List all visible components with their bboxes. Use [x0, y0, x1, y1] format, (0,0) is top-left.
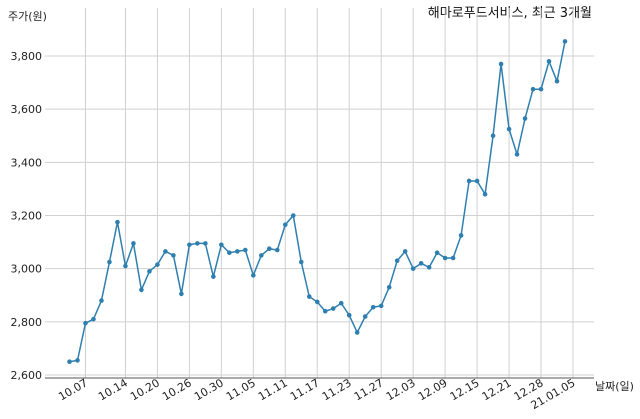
x-tick-label: 12.03 [384, 376, 418, 403]
data-point [546, 59, 552, 64]
data-point [554, 78, 560, 84]
data-point [203, 241, 208, 246]
data-point [290, 213, 296, 218]
data-point [306, 294, 312, 299]
data-point [171, 253, 176, 258]
data-point [362, 314, 368, 319]
data-point [195, 241, 200, 246]
data-point [91, 316, 96, 322]
data-point [227, 250, 232, 256]
y-tick-label: 2,600 [11, 369, 43, 382]
data-point [458, 233, 464, 238]
data-point [179, 291, 184, 297]
y-tick-label: 3,200 [11, 210, 43, 223]
data-point [538, 86, 544, 92]
data-point [466, 178, 472, 184]
data-point [354, 330, 360, 335]
data-point [83, 320, 88, 326]
data-point [155, 262, 160, 267]
data-point [107, 259, 112, 265]
data-point [235, 249, 240, 254]
data-point [243, 247, 248, 253]
x-tick-label: 11.27 [352, 376, 386, 403]
data-point [386, 284, 392, 290]
x-tick-label: 12.21 [480, 376, 514, 403]
x-tick-label: 10.07 [56, 376, 90, 403]
x-tick-label: 10.14 [96, 376, 130, 403]
data-point [490, 133, 496, 139]
data-point [115, 219, 120, 225]
x-tick-label: 10.26 [160, 376, 194, 403]
x-gridlines [84, 8, 574, 378]
y-gridlines [45, 55, 594, 376]
data-point [314, 299, 320, 305]
data-point [530, 86, 536, 92]
data-point [514, 152, 520, 157]
data-point [402, 249, 408, 254]
data-point [274, 247, 280, 253]
data-point [187, 242, 192, 248]
data-point [211, 274, 216, 279]
x-tick-label: 10.20 [128, 376, 162, 403]
data-point [522, 116, 528, 121]
x-tick-label: 10.30 [192, 376, 226, 403]
data-point [338, 300, 344, 306]
x-tick-label: 12.09 [416, 376, 450, 403]
data-point [75, 358, 80, 363]
data-point [266, 246, 272, 252]
x-tick-labels: 10.07 10.1410.2010.2610.3011.0511.1111.17… [56, 376, 577, 412]
x-tick-label: 11.23 [320, 376, 354, 403]
data-point [474, 178, 480, 184]
data-point [330, 306, 336, 311]
price-points [67, 39, 568, 365]
y-tick-label: 3,600 [11, 103, 43, 116]
data-point [131, 241, 136, 246]
data-point [506, 126, 512, 132]
data-point [434, 250, 440, 256]
y-tick-label: 2,800 [11, 316, 43, 329]
data-point [99, 298, 104, 303]
data-point [418, 261, 424, 266]
data-point [378, 303, 384, 309]
data-point [219, 242, 224, 248]
x-tick-label: 11.17 [288, 376, 322, 403]
y-tick-label: 3,800 [11, 50, 43, 63]
data-point [67, 359, 72, 365]
data-point [442, 255, 448, 261]
data-point [139, 287, 144, 293]
data-point [450, 255, 456, 261]
data-point [147, 269, 152, 274]
data-point [410, 266, 416, 271]
x-tick-label: 11.11 [256, 376, 290, 403]
data-point [562, 39, 568, 44]
data-point [426, 265, 432, 270]
data-point [322, 308, 328, 314]
data-point [394, 258, 400, 263]
x-axis-label: 날짜(일) [595, 379, 634, 393]
data-point [346, 312, 352, 318]
y-tick-label: 3,400 [11, 156, 43, 169]
data-point [123, 263, 128, 269]
x-tick-label: 11.05 [224, 376, 258, 403]
data-point [251, 273, 256, 278]
x-tick-label: 12.15 [448, 376, 482, 403]
data-point [298, 259, 304, 265]
y-tick-labels: 2,600 2,800 3,000 3,200 3,400 3,600 3,800 [11, 50, 43, 382]
y-tick-label: 3,000 [11, 263, 43, 276]
chart-title: 해마로푸드서비스, 최근 3개월 [428, 6, 592, 21]
data-point [282, 222, 288, 228]
data-point [482, 191, 488, 197]
y-axis-label: 주가(원) [8, 10, 47, 23]
data-point [259, 253, 264, 258]
data-point [163, 249, 168, 254]
data-point [370, 304, 376, 310]
data-point [498, 61, 504, 67]
